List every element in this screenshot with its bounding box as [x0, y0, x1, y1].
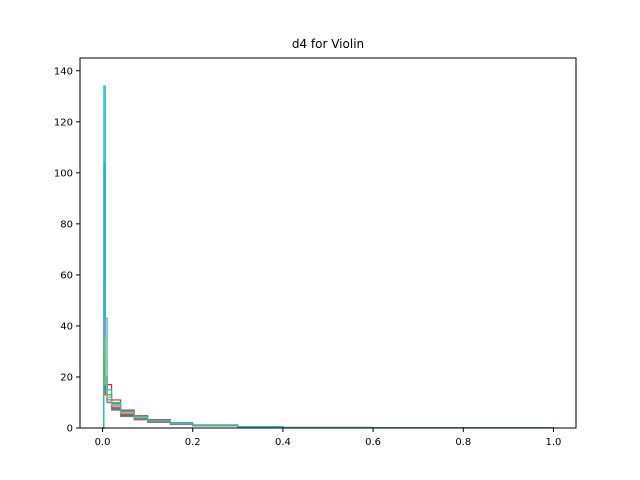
x-tick-label: 0.8 — [455, 437, 471, 448]
x-tick-label: 0.4 — [275, 437, 291, 448]
y-tick-label: 120 — [54, 117, 73, 128]
series-layer — [102, 85, 555, 429]
y-tick-label: 20 — [60, 372, 73, 383]
x-axis: 0.0 0.2 0.4 0.6 0.8 1.0 — [95, 428, 562, 448]
plot-frame — [79, 57, 577, 429]
y-tick-label: 60 — [60, 270, 73, 281]
x-tick-label: 0.0 — [95, 437, 111, 448]
y-tick-label: 140 — [54, 66, 73, 77]
y-tick-label: 0 — [67, 424, 73, 435]
x-tick-label: 0.2 — [185, 437, 201, 448]
series-line-10 — [102, 85, 555, 429]
y-tick-label: 80 — [60, 219, 73, 230]
y-axis: 0 20 40 60 80 100 120 140 — [54, 66, 80, 435]
chart-title: d4 for Violin — [292, 37, 364, 51]
y-tick-label: 100 — [54, 168, 73, 179]
x-tick-label: 0.6 — [365, 437, 381, 448]
y-tick-label: 40 — [60, 321, 73, 332]
x-tick-label: 1.0 — [546, 437, 562, 448]
